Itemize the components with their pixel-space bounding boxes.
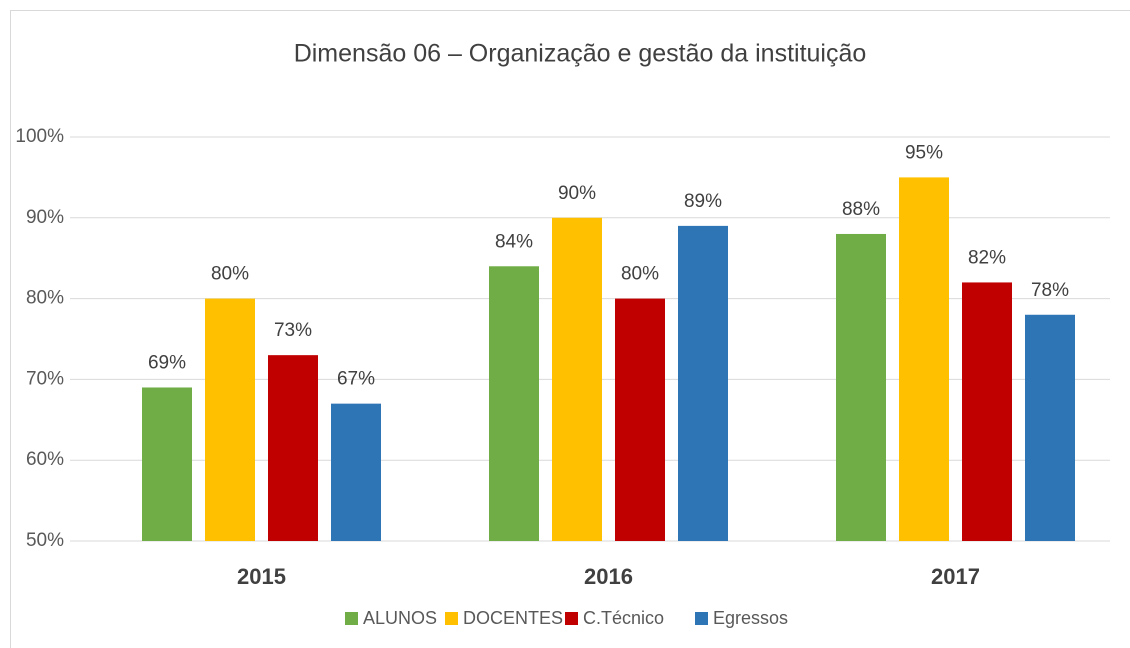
chart-title: Dimensão 06 – Organização e gestão da in…	[294, 40, 867, 68]
value-label: 90%	[558, 183, 596, 204]
bar	[331, 403, 381, 541]
legend-label: DOCENTES	[463, 608, 563, 628]
bar	[552, 217, 602, 542]
x-tick-label: 2017	[931, 564, 980, 589]
y-tick-label: 90%	[26, 207, 64, 228]
y-tick-label: 60%	[26, 449, 64, 470]
value-label: 67%	[337, 369, 375, 390]
value-label: 80%	[621, 264, 659, 285]
legend-label: Egressos	[713, 608, 788, 628]
value-label: 78%	[1031, 280, 1069, 301]
y-tick-label: 100%	[15, 126, 64, 147]
bar	[615, 298, 665, 541]
y-tick-label: 70%	[26, 368, 64, 389]
value-label: 73%	[274, 320, 312, 341]
value-label: 82%	[968, 247, 1006, 268]
value-label: 69%	[148, 352, 186, 373]
value-label: 95%	[905, 142, 943, 163]
legend-swatch	[445, 612, 458, 625]
legend-swatch	[695, 612, 708, 625]
bar	[836, 233, 886, 541]
bar	[899, 177, 949, 541]
y-tick-label: 50%	[26, 530, 64, 551]
bar	[678, 225, 728, 541]
y-tick-label: 80%	[26, 288, 64, 309]
bar	[1025, 314, 1075, 541]
bar	[489, 266, 539, 541]
legend-label: C.Técnico	[583, 608, 664, 628]
bar	[205, 298, 255, 541]
legend-swatch	[565, 612, 578, 625]
x-tick-label: 2015	[237, 564, 286, 589]
value-label: 80%	[211, 264, 249, 285]
bar	[142, 387, 192, 541]
legend-label: ALUNOS	[363, 608, 437, 628]
value-label: 88%	[842, 199, 880, 220]
x-tick-label: 2016	[584, 564, 633, 589]
bar	[268, 355, 318, 541]
bar	[962, 282, 1012, 541]
legend-swatch	[345, 612, 358, 625]
value-label: 89%	[684, 191, 722, 212]
value-label: 84%	[495, 231, 533, 252]
